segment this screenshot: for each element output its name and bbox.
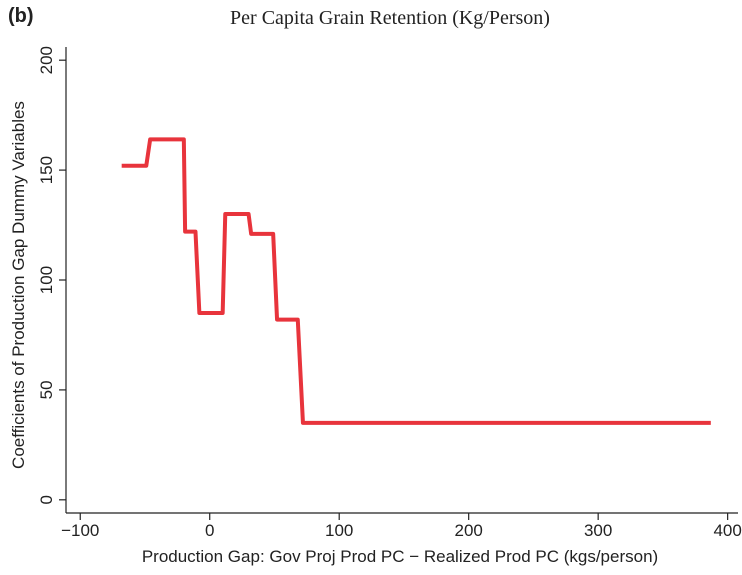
- panel-label: (b): [8, 5, 34, 27]
- chart-title: Per Capita Grain Retention (Kg/Person): [230, 7, 550, 29]
- x-tick-label: 200: [454, 521, 482, 540]
- y-tick-label: 200: [37, 46, 56, 74]
- x-tick-label: 0: [205, 521, 214, 540]
- data-line: [121, 137, 711, 425]
- x-axis-label: Production Gap: Gov Proj Prod PC − Reali…: [142, 547, 658, 566]
- x-tick-label: 100: [325, 521, 353, 540]
- x-tick-label: −100: [61, 521, 99, 540]
- y-tick-label: 100: [37, 266, 56, 294]
- y-tick-label: 150: [37, 156, 56, 184]
- y-tick-label: 0: [37, 495, 56, 504]
- x-tick-label: 400: [713, 521, 741, 540]
- x-tick-label: 300: [584, 521, 612, 540]
- y-tick-label: 50: [37, 380, 56, 399]
- y-axis-label: Coefficients of Production Gap Dummy Var…: [9, 101, 28, 469]
